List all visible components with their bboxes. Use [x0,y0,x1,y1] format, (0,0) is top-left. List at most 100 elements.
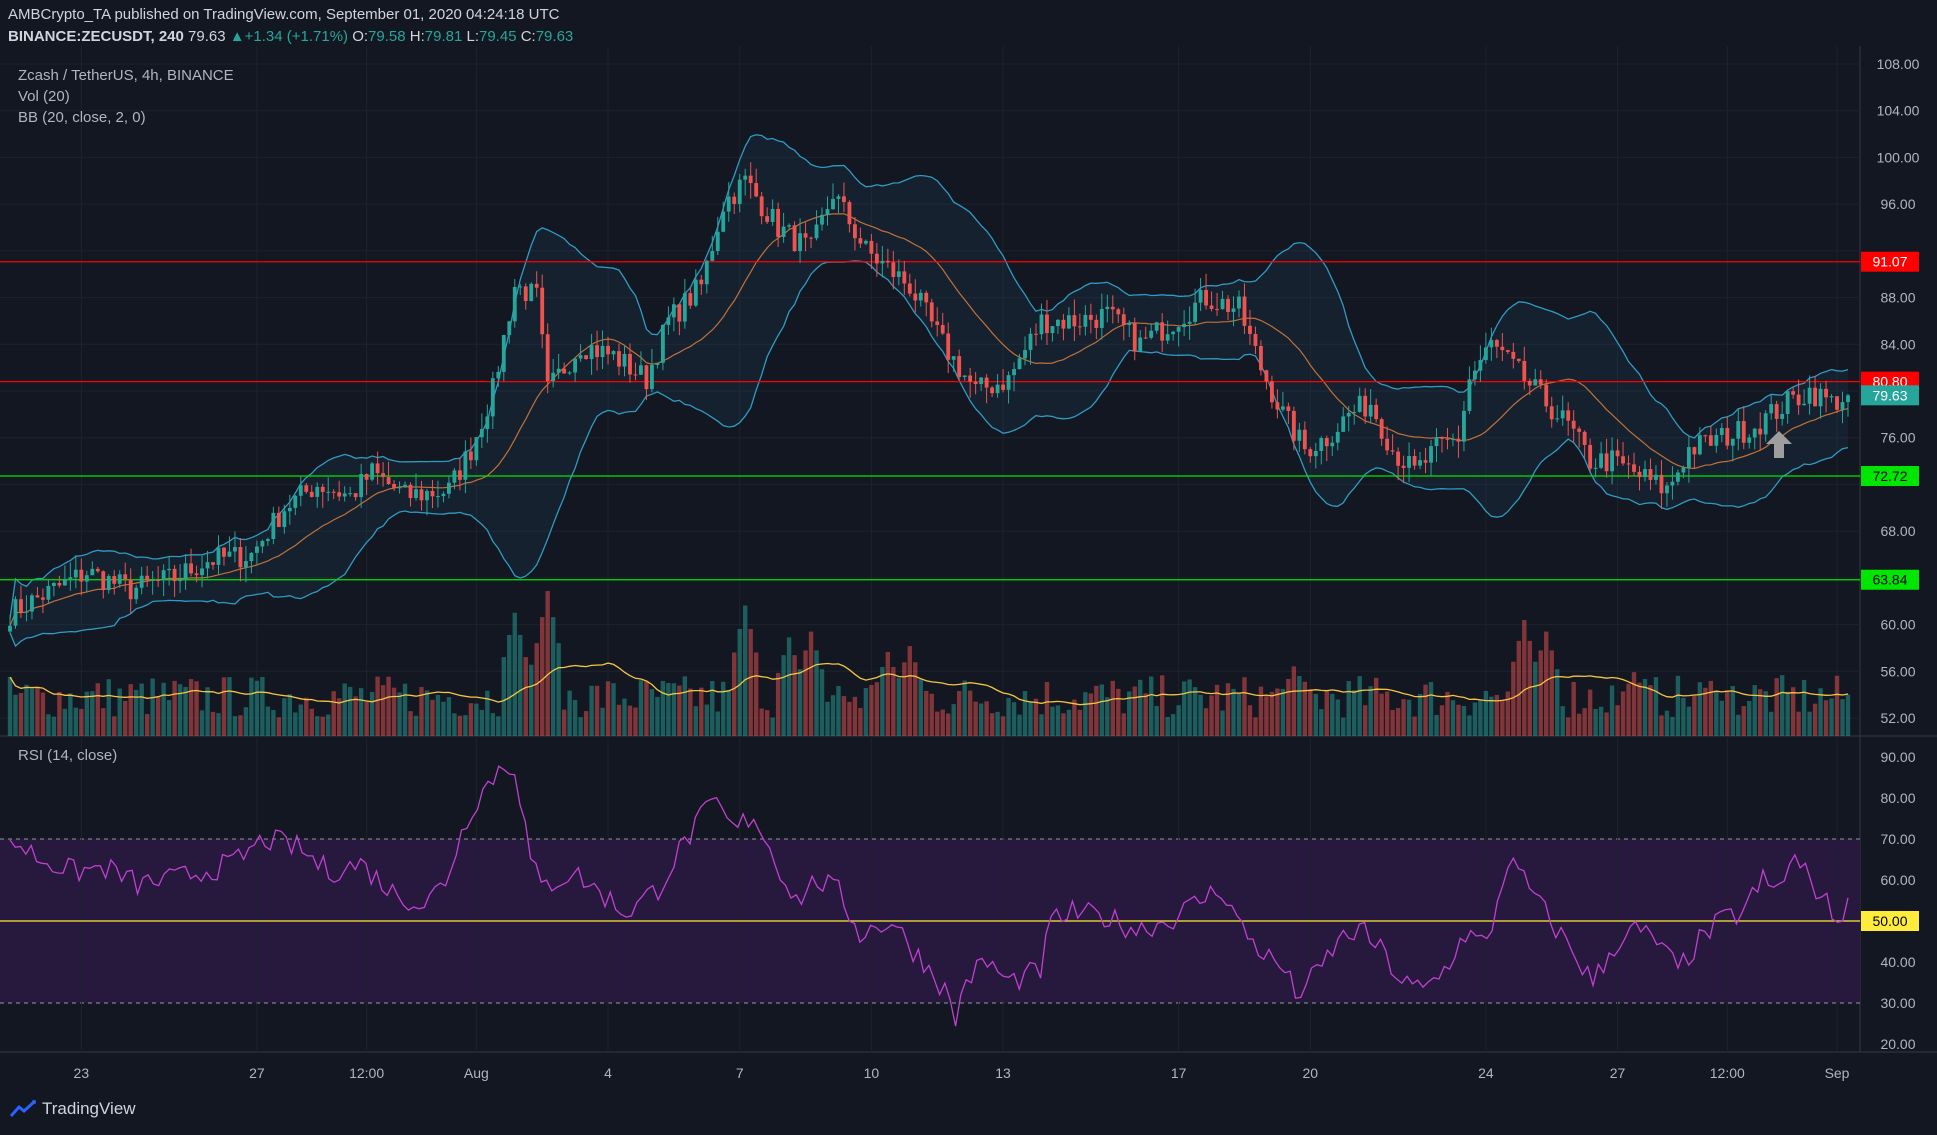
candle [68,577,73,579]
volume-bar [342,683,347,736]
volume-bar [1346,681,1351,736]
volume-bar [523,657,528,736]
price-axis[interactable]: 108.00 104.00 100.00 96.00 88.00 84.00 76.00 68… [1877,56,1920,726]
candle [1045,314,1049,334]
publisher-name[interactable]: AMBCrypto_TA [8,6,111,23]
rsi-legend[interactable]: RSI (14, close) [18,747,118,764]
volume-bar [1088,693,1094,736]
candle [940,324,945,334]
candle [8,625,12,632]
candle [447,482,451,494]
volume-bar [1483,690,1489,736]
volume-bar [545,591,550,736]
volume-bar [254,680,260,736]
candle [1056,319,1060,327]
rsi-tick-label: 70.00 [1880,831,1915,847]
high-value: 79.81 [424,28,463,45]
candle [1719,428,1724,435]
candle [962,375,967,378]
volume-bar [1631,672,1637,736]
volume-bar [1845,694,1851,736]
price-tick-label: 52.00 [1880,710,1915,726]
candle [134,587,139,600]
volume-bar [463,715,468,736]
candle [293,495,298,508]
volume-bar [644,680,649,736]
candle [792,225,797,252]
volume-bar [589,685,594,736]
time-axis[interactable]: 23 27 12:00 Aug 4 7 10 13 17 20 24 27 12:00 Sep [74,1065,1850,1081]
volume-bar [781,655,786,736]
volume-bar [1544,631,1549,736]
volume-bar [808,631,814,736]
volume-bar [216,713,221,736]
candle [128,579,133,600]
rsi-tick-label: 80.00 [1880,790,1915,806]
volume-bar [1187,679,1192,736]
volume-bar [435,694,441,736]
volume-bar [1708,680,1714,736]
candle [359,473,364,498]
candle [1379,419,1384,439]
candle [1560,410,1565,419]
volume-bar [1055,705,1061,736]
level-label: 91.07 [1872,254,1907,270]
volume-bar [1165,716,1170,736]
bb-legend[interactable]: BB (20, close, 2, 0) [18,109,146,126]
close-label: C: [520,28,536,45]
volume-bar [287,694,293,736]
volume-bar [743,605,748,736]
volume-bar [836,685,841,736]
volume-bar [1538,650,1543,736]
candle [1741,421,1746,443]
candle [320,486,325,492]
open-value: 79.58 [368,28,406,45]
volume-bar [1533,661,1538,736]
candle [1110,306,1115,310]
candle [1099,309,1104,328]
candle [595,345,599,358]
volume-bar [485,690,490,736]
volume-bar [1401,699,1406,736]
volume-bar [797,669,803,736]
volume-bar [375,676,380,736]
candle [1802,403,1807,406]
volume-bar [1840,699,1845,736]
rsi-axis[interactable]: 90.00 80.00 70.00 60.00 40.00 30.00 20.00 50.00 [1861,749,1919,1052]
time-tick-label: Aug [464,1065,489,1081]
candle [825,209,830,215]
volume-bar [995,711,1000,736]
volume-bar [1094,685,1099,736]
symbol-label[interactable]: BINANCE:ZECUSDT, 240 [8,28,184,45]
volume-bar [1181,681,1187,736]
candle [1670,481,1675,486]
candle [1028,333,1033,350]
volume-legend[interactable]: Vol (20) [18,88,70,105]
volume-bar [869,685,874,736]
candle [353,493,358,498]
volume-bar [1192,687,1198,736]
volume-bar [1747,700,1752,736]
candle [1445,438,1450,440]
volume-bar [715,711,720,736]
volume-bar [1725,691,1730,736]
volume-bar [1236,693,1242,736]
volume-bar [962,680,967,736]
volume-bar [1406,699,1412,736]
volume-bar [166,700,172,736]
candle [386,477,391,485]
candle [403,484,407,488]
candle [1665,485,1669,494]
candle [337,492,342,497]
candle [150,580,155,582]
low-label: L: [466,28,479,45]
volume-bar [693,706,699,736]
candle [1401,465,1406,468]
pair-legend[interactable]: Zcash / TetherUS, 4h, BINANCE [18,67,234,84]
volume-bar [1779,675,1785,736]
tradingview-logo[interactable]: TradingView [10,1099,136,1119]
candle [732,196,737,204]
volume-bar [880,667,885,736]
candle [1462,410,1466,442]
